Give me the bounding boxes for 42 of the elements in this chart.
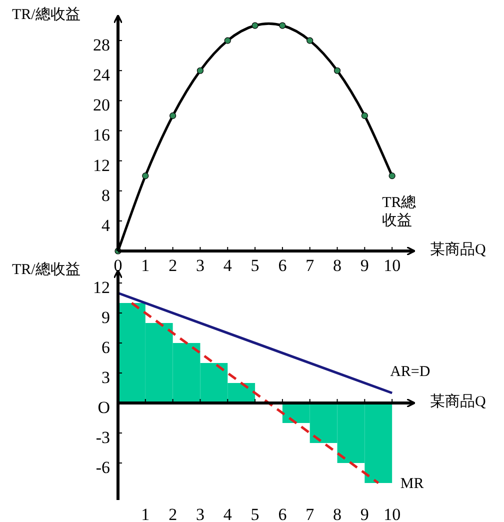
y-tick-label: 6	[102, 338, 110, 357]
x-tick-label: 5	[250, 505, 260, 522]
x-tick-label: 6	[278, 505, 287, 522]
x-tick-label: 4	[223, 256, 232, 275]
x-axis-title: 某商品Q	[430, 241, 486, 259]
x-tick-label: 2	[168, 505, 178, 522]
y-tick-label: 24	[93, 66, 110, 85]
y-tick-label: 3	[102, 368, 110, 387]
y-tick-label: 16	[93, 126, 110, 145]
y-tick-label: 9	[102, 308, 110, 327]
x-tick-label: 7	[306, 505, 315, 522]
y-tick-label: 28	[93, 36, 110, 55]
x-tick-label: 3	[196, 505, 204, 522]
x-tick-label: 9	[360, 256, 369, 275]
series-label: AR=D	[390, 363, 430, 381]
x-tick-label: 2	[168, 256, 178, 275]
y-tick-label: O	[98, 398, 110, 417]
x-tick-label: 1	[141, 256, 150, 275]
x-tick-label: 8	[333, 256, 342, 275]
y-tick-label: 12	[93, 156, 110, 175]
x-tick-label: 0	[114, 256, 122, 275]
x-tick-label: 4	[223, 505, 232, 522]
x-tick-label: 7	[306, 256, 315, 275]
x-tick-label: 5	[250, 256, 260, 275]
series-label: TR總收益	[382, 194, 418, 230]
x-tick-label: 1	[141, 505, 150, 522]
x-tick-label: 10	[384, 505, 401, 522]
y-axis-title: TR/總收益	[12, 261, 80, 279]
x-tick-label: 9	[360, 505, 369, 522]
y-tick-label: -3	[96, 428, 110, 447]
y-tick-label: 20	[93, 96, 110, 115]
x-tick-label: 3	[196, 256, 204, 275]
y-axis-title: TR/總收益	[12, 6, 80, 24]
y-tick-label: -6	[96, 458, 110, 477]
x-tick-label: 10	[384, 256, 401, 275]
y-tick-label: 12	[93, 278, 110, 297]
x-tick-label: 6	[278, 256, 287, 275]
x-tick-label: 8	[333, 505, 342, 522]
y-tick-label: 4	[102, 216, 110, 235]
x-axis-title: 某商品Q	[430, 393, 486, 411]
y-tick-label: 8	[102, 186, 110, 205]
series-label: MR	[400, 475, 424, 493]
